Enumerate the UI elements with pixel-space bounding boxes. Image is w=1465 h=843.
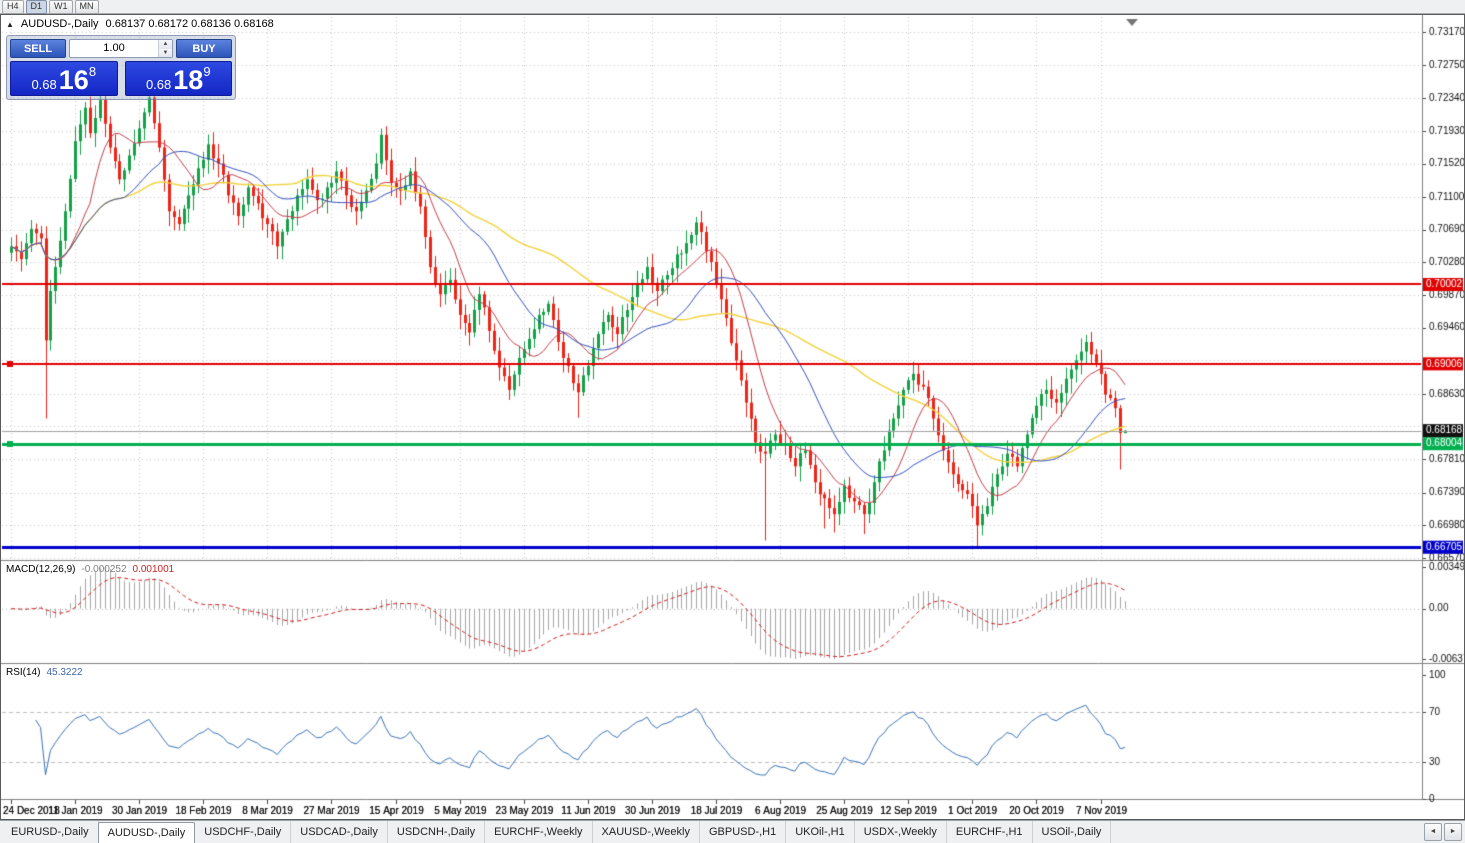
sell-button[interactable]: SELL: [10, 39, 66, 58]
sell-price-point: 8: [88, 64, 97, 79]
sell-price-prefix: 0.68: [31, 76, 57, 92]
rsi-value: 45.3222: [46, 667, 83, 678]
timeframe-mn-button[interactable]: MN: [74, 0, 99, 14]
lot-size-field[interactable]: 1.00 ▲ ▼: [69, 39, 173, 58]
macd-signal-value: 0.001001: [132, 564, 175, 575]
buy-price-prefix: 0.68: [145, 76, 172, 92]
tabs-scroll-right-button[interactable]: ►: [1444, 823, 1462, 841]
lot-spinner: ▲ ▼: [158, 40, 172, 57]
one-click-trading-panel: SELL 1.00 ▲ ▼ BUY 0.68 16 8 0.68 18 9: [6, 35, 236, 100]
tab-eurusd-daily[interactable]: EURUSD-,Daily: [2, 821, 99, 843]
tab-usoil-daily[interactable]: USOil-,Daily: [1033, 821, 1112, 843]
tab-scroll-controls: ◄ ►: [1421, 821, 1465, 843]
sell-price-display[interactable]: 0.68 16 8: [10, 61, 118, 96]
one-click-collapse-icon[interactable]: ▲: [6, 19, 14, 29]
macd-main-value: -0.000252: [81, 564, 127, 575]
lot-size-value[interactable]: 1.00: [103, 42, 125, 54]
rsi-name: RSI(14): [6, 667, 41, 678]
chart-window: ▲ AUDUSD-,Daily 0.68137 0.68172 0.68136 …: [0, 14, 1465, 820]
lot-decrease-button[interactable]: ▼: [159, 48, 172, 57]
symbol-tab-bar: EURUSD-,Daily AUDUSD-,Daily USDCHF-,Daily U…: [0, 820, 1465, 843]
tab-usdx-weekly[interactable]: USDX-,Weekly: [855, 821, 947, 843]
tab-audusd-daily[interactable]: AUDUSD-,Daily: [97, 822, 196, 843]
chart-title: ▲ AUDUSD-,Daily 0.68137 0.68172 0.68136 …: [6, 18, 274, 30]
timeframe-w1-button[interactable]: W1: [49, 0, 73, 14]
sell-price-pips: 16: [58, 65, 89, 96]
macd-label: MACD(12,26,9) -0.000252 0.001001: [6, 564, 174, 575]
timeframe-d1-button[interactable]: D1: [25, 0, 48, 14]
tab-usdchf-daily[interactable]: USDCHF-,Daily: [195, 821, 292, 843]
buy-price-point: 9: [203, 64, 211, 79]
tab-eurchf-weekly[interactable]: EURCHF-,Weekly: [485, 821, 593, 843]
rsi-label: RSI(14) 45.3222: [6, 667, 83, 678]
timeframe-h4-button[interactable]: H4: [2, 0, 24, 14]
tabs-scroll-left-button[interactable]: ◄: [1424, 823, 1442, 841]
lot-increase-button[interactable]: ▲: [159, 40, 172, 49]
buy-price-display[interactable]: 0.68 18 9: [124, 61, 232, 96]
chart-ohlc-values: 0.68137 0.68172 0.68136 0.68168: [105, 18, 274, 30]
tab-ukoil-h1[interactable]: UKOil-,H1: [786, 821, 855, 843]
tab-gbpusd-h1[interactable]: GBPUSD-,H1: [700, 821, 787, 843]
symbol-tabs: EURUSD-,Daily AUDUSD-,Daily USDCHF-,Daily U…: [0, 821, 1421, 843]
chart-canvas[interactable]: [1, 15, 1464, 819]
tab-eurchf-h1[interactable]: EURCHF-,H1: [947, 821, 1033, 843]
tab-usdcnh-daily[interactable]: USDCNH-,Daily: [388, 821, 486, 843]
buy-button[interactable]: BUY: [176, 39, 232, 58]
timeframe-toolbar: H4 D1 W1 MN: [0, 0, 1465, 14]
chart-symbol-label: AUDUSD-,Daily: [20, 18, 99, 30]
buy-price-pips: 18: [173, 65, 204, 96]
tab-xauusd-weekly[interactable]: XAUUSD-,Weekly: [593, 821, 700, 843]
macd-name: MACD(12,26,9): [6, 564, 76, 575]
tab-usdcad-daily[interactable]: USDCAD-,Daily: [291, 821, 388, 843]
